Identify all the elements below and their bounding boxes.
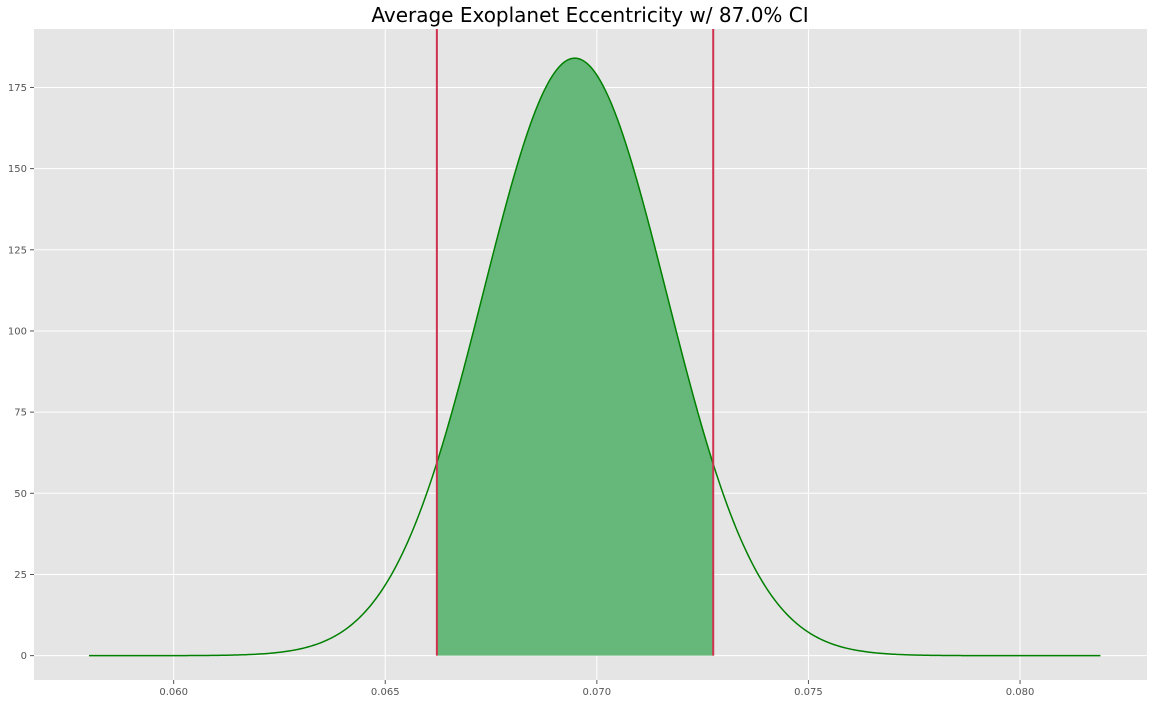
x-tick-label: 0.075 <box>794 687 823 698</box>
y-tick-label: 0 <box>21 651 27 662</box>
y-tick-label: 50 <box>14 489 27 500</box>
tick-labels: 0.060 0.065 0.070 0.075 0.080 0 25 50 75 100 125 15… <box>8 83 1034 698</box>
chart-title: Average Exoplanet Eccentricity w/ 87.0% … <box>371 3 808 27</box>
x-tick-label: 0.070 <box>583 687 612 698</box>
x-tick-label: 0.065 <box>371 687 400 698</box>
y-tick-label: 175 <box>8 83 27 94</box>
y-tick-label: 150 <box>8 164 27 175</box>
y-tick-label: 125 <box>8 245 27 256</box>
x-tick-label: 0.080 <box>1006 687 1035 698</box>
density-curve <box>89 57 1101 657</box>
y-tick-label: 75 <box>14 408 27 419</box>
y-tick-label: 25 <box>14 570 27 581</box>
x-tick-label: 0.060 <box>159 687 188 698</box>
y-tick-label: 100 <box>8 326 27 337</box>
